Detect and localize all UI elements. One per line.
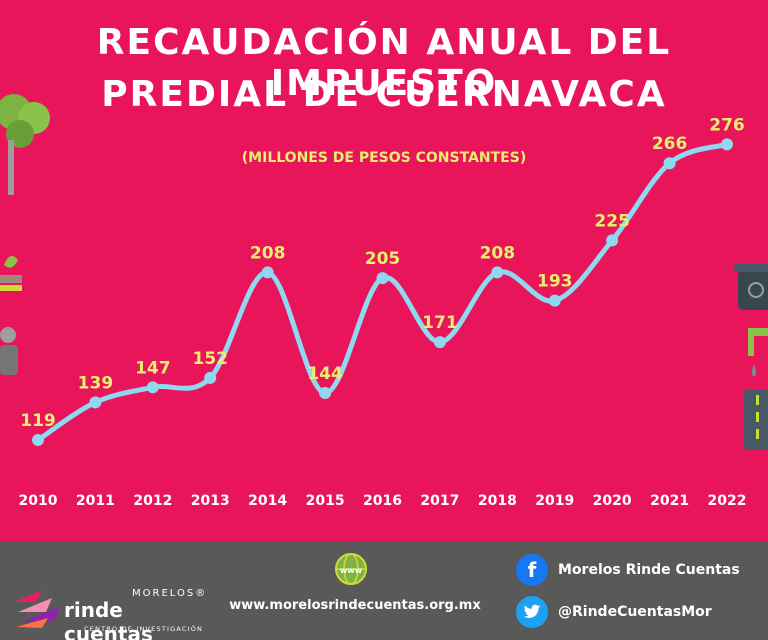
value-label-2022: 276	[709, 115, 745, 135]
data-point-2011	[89, 396, 102, 409]
x-tick-label-2012: 2012	[133, 493, 172, 509]
logo-brand-top: MORELOS®	[132, 588, 208, 599]
logo-mark-icon	[14, 590, 60, 628]
x-tick-label-2022: 2022	[708, 493, 747, 509]
chart-subtitle: (MILLONES DE PESOS CONSTANTES)	[241, 150, 527, 166]
data-point-2020	[606, 234, 619, 247]
value-label-2020: 225	[594, 211, 630, 231]
x-tick-label-2020: 2020	[593, 493, 632, 509]
value-label-2011: 139	[78, 373, 114, 393]
footer: MORELOS® rinde cuentas CENTRO DE INVESTI…	[0, 542, 768, 640]
value-label-2021: 266	[652, 134, 688, 154]
data-points	[32, 138, 733, 447]
value-label-2016: 205	[365, 249, 401, 269]
x-axis-tick-labels: 2010 2011 2012 2013 2014 2015 2016 2017 2018 2019…	[19, 493, 747, 509]
data-point-2014	[261, 266, 274, 279]
chart-title-line-1: RECAUDACIÓN ANUAL DEL IMPUESTO	[96, 22, 672, 104]
tree-icon	[0, 94, 50, 195]
facebook-handle: Morelos Rinde Cuentas	[558, 562, 740, 578]
data-point-2022	[721, 138, 733, 151]
logo-brand-main: rinde cuentas	[64, 598, 153, 640]
x-tick-label-2017: 2017	[420, 493, 459, 509]
person-icon	[0, 327, 18, 375]
x-tick-label-2016: 2016	[363, 493, 402, 509]
data-point-2010	[32, 434, 44, 447]
twitter-icon	[516, 596, 548, 628]
twitter-handle: @RindeCuentasMor	[558, 604, 712, 620]
x-tick-label-2011: 2011	[76, 493, 115, 509]
faucet-icon	[748, 328, 768, 377]
value-label-2014: 208	[250, 243, 286, 263]
series-line	[35, 141, 730, 443]
value-label-2019: 193	[537, 272, 573, 292]
facebook-link[interactable]: f Morelos Rinde Cuentas	[516, 554, 740, 586]
x-tick-label-2010: 2010	[19, 493, 58, 509]
data-point-2018	[491, 266, 504, 279]
x-tick-label-2018: 2018	[478, 493, 517, 509]
plant-pot-icon	[0, 256, 22, 291]
data-point-2016	[376, 272, 389, 285]
x-tick-label-2013: 2013	[191, 493, 230, 509]
morelos-rinde-cuentas-logo: MORELOS® rinde cuentas CENTRO DE INVESTI…	[12, 564, 212, 640]
value-label-2018: 208	[480, 243, 516, 263]
facebook-icon: f	[516, 554, 548, 586]
value-label-2013: 152	[193, 349, 229, 369]
value-label-2017: 171	[422, 313, 458, 333]
right-decoration	[734, 264, 768, 450]
road-icon	[744, 390, 768, 450]
recycle-bin-icon	[734, 264, 768, 310]
data-point-2021	[663, 157, 676, 170]
x-tick-label-2021: 2021	[650, 493, 689, 509]
x-tick-label-2015: 2015	[306, 493, 345, 509]
website-link[interactable]: www.morelosrindecuentas.org.mx	[229, 598, 481, 613]
data-point-2013	[204, 371, 217, 384]
value-label-2010: 119	[20, 411, 56, 431]
x-tick-label-2019: 2019	[535, 493, 574, 509]
data-point-2015	[319, 386, 332, 399]
left-decoration	[0, 94, 50, 375]
value-label-2015: 144	[307, 364, 343, 384]
data-point-2019	[548, 294, 561, 307]
logo-brand-sub: CENTRO DE INVESTIGACIÓN	[84, 625, 204, 633]
globe-icon-text: www	[340, 566, 363, 575]
value-label-2012: 147	[135, 358, 171, 378]
chart-title-line-2: PREDIAL DE CUERNAVACA	[101, 74, 667, 115]
data-point-2017	[433, 336, 446, 349]
x-tick-label-2014: 2014	[248, 493, 287, 509]
data-point-2012	[146, 381, 159, 394]
twitter-link[interactable]: @RindeCuentasMor	[516, 596, 712, 628]
globe-icon: www	[335, 553, 367, 585]
value-labels: 119 139 147 152 208 144 205 171 208 193 225 266 276	[20, 115, 745, 431]
